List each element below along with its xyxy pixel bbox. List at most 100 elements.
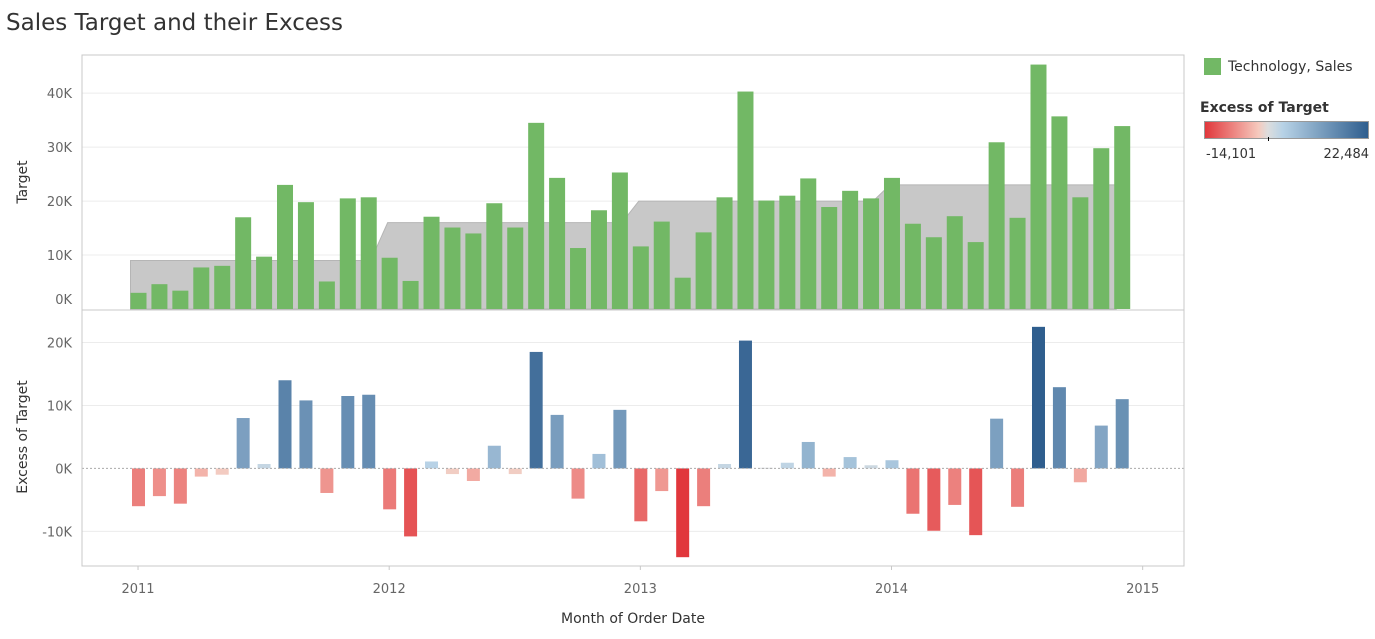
excess-bar[interactable] [152,468,166,497]
excess-bar[interactable] [132,468,145,507]
excess-bar[interactable] [1011,468,1025,507]
sales-bar[interactable] [779,195,796,309]
excess-bar[interactable] [278,380,292,469]
sales-bar[interactable] [256,256,273,309]
excess-bar[interactable] [550,414,564,469]
sales-bar[interactable] [528,122,545,309]
excess-bar[interactable] [571,468,585,499]
excess-bar[interactable] [299,400,313,469]
excess-bar[interactable] [487,445,501,469]
excess-bar[interactable] [320,468,334,493]
excess-bar[interactable] [969,468,983,536]
excess-bar[interactable] [236,418,250,469]
excess-bar[interactable] [466,468,480,481]
excess-bar[interactable] [780,462,794,469]
excess-bar[interactable] [173,468,187,504]
sales-bar[interactable] [904,223,921,309]
sales-bar[interactable] [800,178,817,309]
sales-bar[interactable] [695,232,712,309]
excess-bar[interactable] [613,409,627,469]
excess-bar[interactable] [697,468,711,507]
excess-bar[interactable] [1115,399,1129,469]
color-scale-bar [1204,121,1369,139]
excess-bar[interactable] [843,457,857,469]
excess-bar[interactable] [341,396,355,469]
sales-bar[interactable] [674,277,691,309]
sales-bar[interactable] [549,177,566,309]
excess-bar[interactable] [801,441,815,469]
excess-bar[interactable] [215,468,229,475]
excess-bar[interactable] [592,453,606,469]
sales-bar[interactable] [318,281,335,309]
sales-bar[interactable] [214,265,231,309]
excess-bar[interactable] [655,468,669,492]
sales-bar[interactable] [590,210,607,309]
excess-bar[interactable] [404,468,418,537]
excess-bar[interactable] [257,464,271,469]
excess-bar[interactable] [885,460,899,469]
sales-bar[interactable] [360,197,377,309]
sales-bar[interactable] [863,198,880,309]
excess-bar[interactable] [362,394,376,469]
excess-bar[interactable] [906,468,920,514]
excess-bar[interactable] [1073,468,1087,483]
sales-bar[interactable] [465,233,482,309]
excess-bar[interactable] [822,468,836,477]
sales-bar[interactable] [193,267,210,309]
excess-bar[interactable] [425,461,439,469]
excess-bar[interactable] [1031,326,1045,469]
sales-bar[interactable] [716,197,733,309]
excess-bar[interactable] [676,468,690,558]
sales-bar[interactable] [339,198,356,309]
bottom-y-tick-label: 20K [47,336,73,351]
excess-bar[interactable] [529,351,543,469]
sales-bar[interactable] [1114,126,1131,309]
sales-bar[interactable] [444,227,461,309]
sales-bar[interactable] [1030,64,1047,309]
excess-bar[interactable] [927,468,941,531]
excess-bar[interactable] [1094,425,1108,469]
excess-bar[interactable] [948,468,962,505]
sales-bar[interactable] [507,227,524,309]
sales-bar[interactable] [653,221,670,309]
excess-bar[interactable] [445,468,459,475]
sales-bar[interactable] [172,290,189,309]
sales-bar[interactable] [381,257,398,309]
sales-bar[interactable] [297,202,314,309]
legend-label-sales: Technology, Sales [1228,58,1353,75]
sales-bar[interactable] [151,284,168,309]
excess-bar[interactable] [634,468,648,522]
sales-bar[interactable] [758,200,775,309]
sales-bar[interactable] [423,216,440,309]
sales-bar[interactable] [402,280,419,309]
sales-bar[interactable] [486,203,503,309]
excess-bar[interactable] [508,468,522,475]
legend-sales[interactable]: Technology, Sales [1204,58,1353,75]
sales-bar[interactable] [737,91,754,310]
excess-bar[interactable] [194,468,208,477]
sales-bar[interactable] [967,242,984,309]
sales-bar[interactable] [821,207,838,309]
sales-bar[interactable] [277,184,294,309]
bottom-y-axis-label: Excess of Target [15,380,31,494]
excess-bar[interactable] [990,418,1004,469]
sales-bar[interactable] [1009,217,1026,309]
sales-bar[interactable] [946,216,963,309]
sales-bar[interactable] [1093,148,1110,309]
excess-bar[interactable] [864,465,878,469]
sales-bar[interactable] [925,237,942,309]
sales-bar[interactable] [235,217,252,309]
excess-bar[interactable] [738,340,752,469]
sales-bar[interactable] [883,177,900,309]
excess-bar[interactable] [718,464,732,469]
sales-bar[interactable] [632,246,649,309]
sales-bar[interactable] [842,190,859,309]
sales-bar[interactable] [1072,197,1089,309]
excess-bar[interactable] [1052,387,1066,469]
sales-bar[interactable] [1051,116,1068,310]
sales-bar[interactable] [570,248,587,309]
sales-bar[interactable] [611,172,628,309]
sales-bar[interactable] [130,292,147,309]
sales-bar[interactable] [988,142,1005,309]
excess-bar[interactable] [383,468,397,510]
